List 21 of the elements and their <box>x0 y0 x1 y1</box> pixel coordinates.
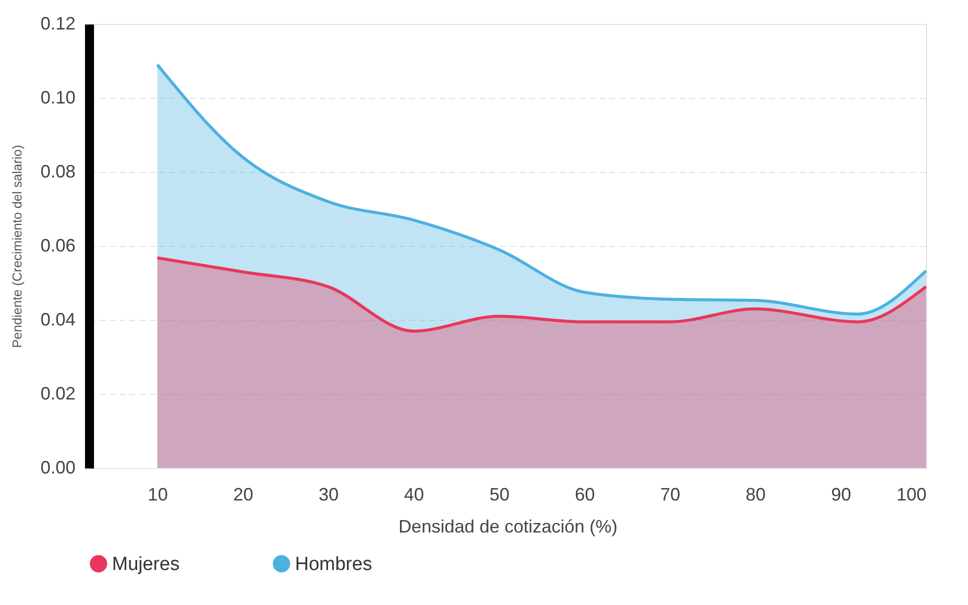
x-tick-label: 80 <box>746 484 766 504</box>
x-tick-label: 50 <box>489 484 510 504</box>
y-tick-label: 0.12 <box>40 14 76 34</box>
x-tick-label: 60 <box>574 484 595 504</box>
x-tick-label: 70 <box>660 484 680 504</box>
y-tick-label: 0.04 <box>40 310 76 330</box>
legend-label: Hombres <box>295 554 372 575</box>
x-tick-label: 30 <box>318 484 339 504</box>
x-tick-label: 40 <box>404 484 424 504</box>
x-tick-label: 100 <box>896 484 926 504</box>
x-tick-label: 10 <box>148 484 168 504</box>
y-tick-label: 0.10 <box>40 88 76 108</box>
x-axis-title: Densidad de cotización (%) <box>398 516 618 536</box>
y-tick-label: 0.02 <box>40 384 76 404</box>
y-tick-label: 0.06 <box>40 236 76 256</box>
legend-label: Mujeres <box>112 554 180 575</box>
y-axis-title: Pendiente (Crecimiento del salario) <box>9 144 24 348</box>
x-tick-label: 90 <box>831 484 852 504</box>
x-tick-label: 20 <box>233 484 254 504</box>
y-tick-label: 0.00 <box>40 458 76 478</box>
y-tick-label: 0.08 <box>40 162 76 182</box>
